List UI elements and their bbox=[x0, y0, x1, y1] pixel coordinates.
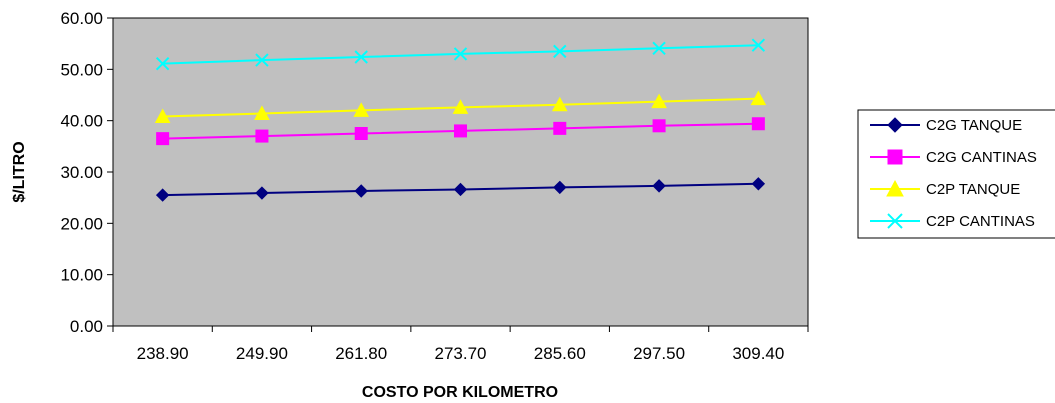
y-axis-title: $/LITRO bbox=[11, 141, 28, 202]
legend-marker bbox=[887, 149, 903, 165]
legend-label: C2P CANTINAS bbox=[926, 213, 1035, 230]
x-tick-label: 285.60 bbox=[534, 344, 586, 363]
data-point bbox=[750, 90, 767, 106]
data-point bbox=[254, 105, 270, 120]
plot-area bbox=[112, 17, 809, 327]
data-point bbox=[751, 117, 765, 131]
y-axis: 0.00 10.00 20.00 30.00 40.00 50.00 60.00 bbox=[60, 9, 114, 336]
data-point bbox=[651, 93, 667, 109]
legend-marker bbox=[887, 213, 903, 229]
data-point bbox=[255, 129, 269, 143]
x-tick-label: 238.90 bbox=[137, 344, 189, 363]
x-tick-label: 309.40 bbox=[732, 344, 784, 363]
series-c2p-tanque bbox=[154, 90, 767, 124]
data-point bbox=[751, 177, 766, 191]
data-point bbox=[353, 102, 370, 117]
data-point bbox=[156, 132, 170, 146]
data-point bbox=[553, 180, 567, 195]
legend-item: C2P TANQUE bbox=[870, 179, 1020, 198]
legend-item: C2G TANQUE bbox=[870, 117, 1022, 134]
x-axis: 238.90 249.90 261.80 273.70 285.60 297.50 309.… bbox=[112, 325, 809, 363]
legend-label: C2G CANTINAS bbox=[926, 149, 1037, 166]
data-point bbox=[652, 119, 666, 133]
y-tick-label: 30.00 bbox=[60, 163, 103, 182]
data-point bbox=[551, 96, 568, 112]
data-point bbox=[354, 127, 368, 140]
y-tick-label: 20.00 bbox=[60, 214, 103, 233]
data-point bbox=[154, 108, 171, 124]
legend-item: C2G CANTINAS bbox=[870, 149, 1037, 166]
series-layer bbox=[154, 38, 767, 202]
data-point bbox=[155, 56, 170, 71]
legend-items: C2G TANQUE C2G CANTINAS C2P TANQUE C2P CANT… bbox=[870, 117, 1037, 230]
legend: C2G TANQUE C2G CANTINAS C2P TANQUE C2P CANT… bbox=[857, 109, 1055, 239]
x-tick-label: 273.70 bbox=[435, 344, 487, 363]
y-tick-label: 40.00 bbox=[60, 112, 103, 131]
y-tick-label: 50.00 bbox=[60, 60, 103, 79]
y-tick-label: 0.00 bbox=[70, 317, 103, 336]
data-point bbox=[354, 184, 368, 198]
y-tick-label: 10.00 bbox=[60, 266, 103, 285]
data-point bbox=[751, 38, 766, 52]
legend-item: C2P CANTINAS bbox=[870, 213, 1035, 230]
legend-marker bbox=[887, 117, 903, 133]
data-point bbox=[452, 99, 469, 114]
data-point bbox=[652, 179, 666, 193]
series-c2p-cantinas bbox=[155, 38, 766, 71]
x-tick-label: 249.90 bbox=[236, 344, 288, 363]
legend-label: C2G TANQUE bbox=[926, 117, 1022, 134]
legend-marker bbox=[886, 179, 904, 197]
data-point bbox=[553, 44, 567, 59]
x-tick-label: 297.50 bbox=[633, 344, 685, 363]
x-axis-title: COSTO POR KILOMETRO bbox=[362, 384, 558, 401]
x-tick-label: 261.80 bbox=[335, 344, 387, 363]
data-point bbox=[453, 182, 468, 197]
legend-label: C2P TANQUE bbox=[926, 181, 1020, 198]
data-point bbox=[553, 121, 567, 135]
data-point bbox=[155, 188, 170, 202]
series-c2g-tanque bbox=[155, 177, 766, 202]
data-point bbox=[354, 50, 368, 64]
data-point bbox=[652, 41, 666, 55]
data-point bbox=[454, 124, 467, 138]
y-tick-label: 60.00 bbox=[60, 9, 103, 28]
data-point bbox=[453, 47, 468, 61]
series-c2g-cantinas bbox=[156, 117, 765, 146]
data-point bbox=[255, 53, 269, 67]
data-point bbox=[255, 186, 269, 200]
